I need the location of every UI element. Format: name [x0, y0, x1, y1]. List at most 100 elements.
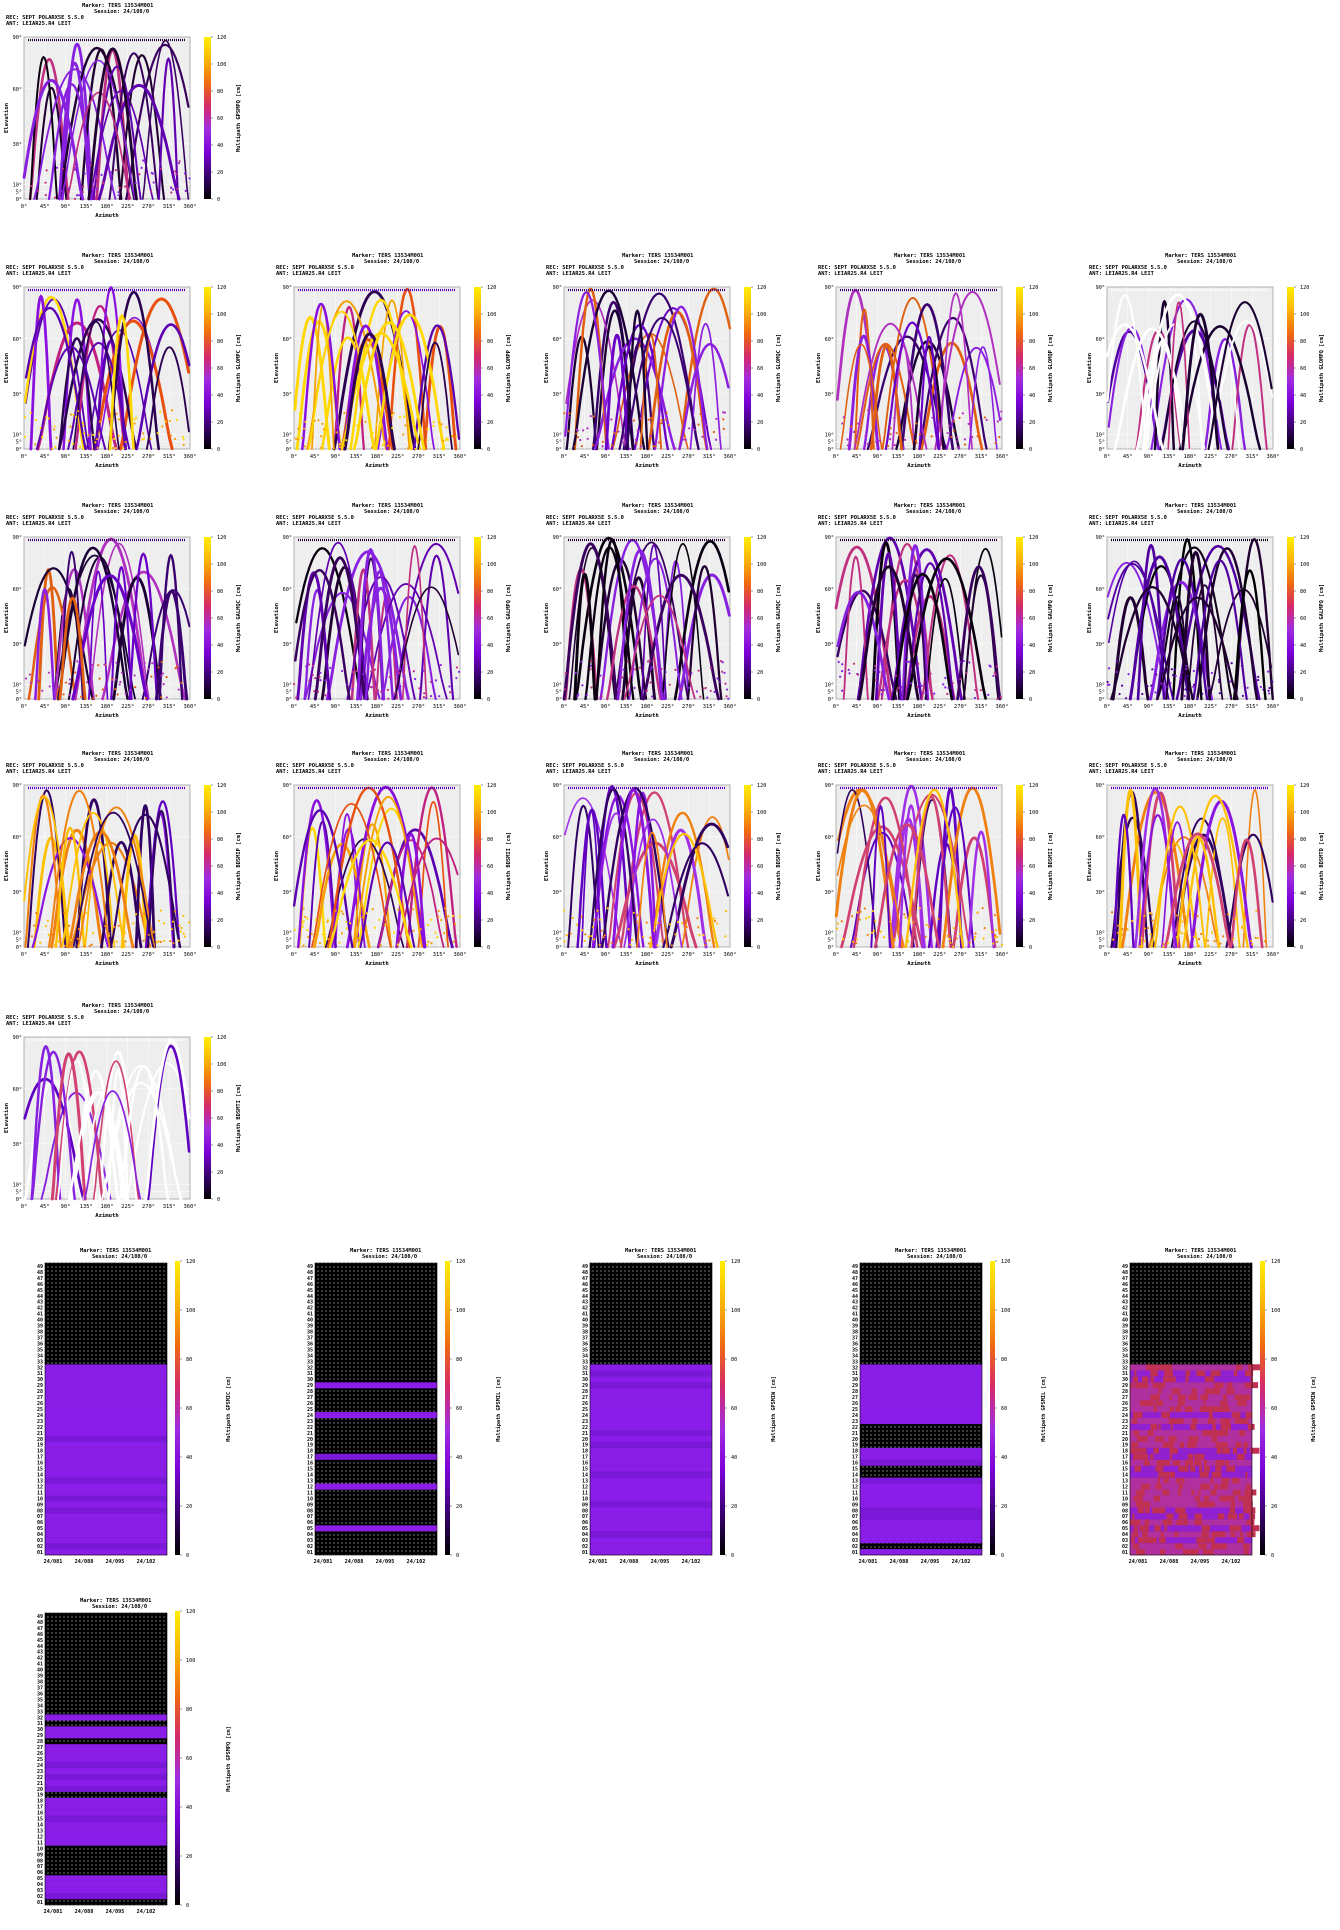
data-point	[55, 436, 58, 439]
y-tick-label: 18	[582, 1449, 588, 1455]
colorbar-label: Multipath GALMPQ [cm]	[1319, 584, 1325, 652]
y-tick-label: 5°	[1099, 440, 1105, 446]
colorbar-label: Multipath GPSMIW [cm]	[771, 1376, 777, 1442]
satellite-track	[29, 55, 59, 200]
data-point	[305, 665, 308, 668]
x-tick-label: 0°	[21, 204, 28, 210]
satellite-track	[145, 346, 190, 450]
marker-label: Marker: TERS 13534M001	[622, 503, 693, 509]
colorbar-tick-label: 20	[217, 420, 223, 426]
data-point	[41, 436, 44, 439]
data-point	[68, 678, 72, 681]
data-point	[77, 928, 81, 931]
y-tick-label: 08	[37, 1508, 43, 1514]
data-point	[451, 914, 455, 917]
data-point	[157, 666, 160, 669]
y-tick-label: 36	[307, 1341, 313, 1347]
x-tick-label: 225°	[1204, 704, 1217, 710]
x-tick-label: 45°	[1123, 952, 1133, 958]
satellite-track	[308, 820, 337, 948]
satellite-track	[144, 799, 181, 949]
heatmap-row-empty	[590, 1292, 712, 1299]
y-tick-label: 24	[852, 1413, 858, 1419]
data-point	[376, 689, 380, 692]
x-tick-label: 0°	[1104, 454, 1111, 460]
satellite-tracks	[23, 786, 190, 949]
satellite-track	[57, 318, 138, 451]
data-point	[1210, 931, 1214, 934]
colorbar-tick-label: 0	[217, 697, 220, 703]
satellite-tracks	[563, 287, 732, 451]
heatmap-row	[315, 1453, 437, 1460]
data-point	[321, 446, 325, 449]
satellite-track	[852, 796, 919, 949]
y-tick-label: 5°	[828, 938, 834, 944]
data-point	[164, 420, 167, 423]
data-point	[311, 673, 314, 677]
heatmap-cells	[45, 1263, 167, 1556]
data-point	[846, 438, 849, 441]
colorbar-tick-label: 40	[487, 891, 493, 897]
y-tick-label: 06	[307, 1520, 313, 1526]
heatmap-row	[1130, 1477, 1252, 1484]
receiver-label: REC: SEPT POLARX5E 5.5.0	[818, 265, 896, 271]
data-point	[335, 431, 338, 434]
colorbar-gradient	[990, 1261, 995, 1555]
y-tick-label: 0°	[828, 447, 834, 453]
data-point	[60, 189, 63, 193]
data-point	[169, 434, 173, 437]
data-point	[661, 692, 664, 695]
data-point	[1232, 938, 1235, 941]
heatmap-row	[860, 1507, 982, 1514]
y-tick-label: 90°	[13, 285, 22, 291]
y-tick-label: 0°	[828, 697, 834, 703]
data-point	[362, 672, 365, 676]
colorbar-tick-label: 20	[757, 670, 763, 676]
satellite-track	[1120, 790, 1191, 949]
colorbar-tick-label: 100	[1029, 312, 1038, 318]
data-point	[102, 181, 105, 184]
y-tick-label: 22	[37, 1775, 43, 1781]
data-point	[1124, 918, 1127, 921]
data-point	[918, 433, 921, 436]
data-point	[866, 933, 869, 936]
marker-label: Marker: TERS 13534M001	[80, 1248, 151, 1254]
heatmap-row-empty	[590, 1352, 712, 1359]
x-tick-label: 315°	[433, 454, 446, 460]
y-tick-label: 34	[582, 1353, 588, 1359]
data-point	[159, 909, 163, 912]
data-point	[621, 441, 624, 444]
satellite-track	[1113, 327, 1192, 451]
heatmap-row-empty	[860, 1358, 982, 1365]
data-point	[973, 938, 976, 941]
y-tick-label: 49	[37, 1614, 43, 1620]
heatmap-row-empty	[45, 1340, 167, 1347]
data-point	[176, 187, 179, 191]
y-tick-label: 10°	[825, 682, 834, 688]
data-point	[583, 939, 586, 943]
data-point	[601, 445, 604, 448]
session-label: Session: 24/108/0	[94, 1009, 149, 1015]
heatmap-row	[315, 1483, 437, 1490]
data-point	[1131, 919, 1134, 923]
y-tick-label: 10	[1122, 1496, 1128, 1502]
heatmap-row-empty	[315, 1346, 437, 1353]
y-tick-label: 60°	[553, 835, 562, 841]
x-tick-label: 0°	[561, 454, 568, 460]
data-point	[654, 445, 657, 448]
receiver-label: REC: SEPT POLARX5E 5.5.0	[1089, 515, 1167, 521]
heatmap-row-empty	[860, 1316, 982, 1323]
colorbar-tick-label: 120	[487, 285, 496, 291]
data-point	[157, 940, 160, 943]
heatmap-row	[45, 1519, 167, 1526]
y-tick-label: 29	[37, 1733, 43, 1739]
data-point	[81, 190, 84, 194]
heatmap-row-empty	[315, 1447, 437, 1454]
colorbar-tick-label: 100	[487, 810, 496, 816]
data-point	[48, 685, 51, 688]
data-point	[866, 442, 869, 446]
